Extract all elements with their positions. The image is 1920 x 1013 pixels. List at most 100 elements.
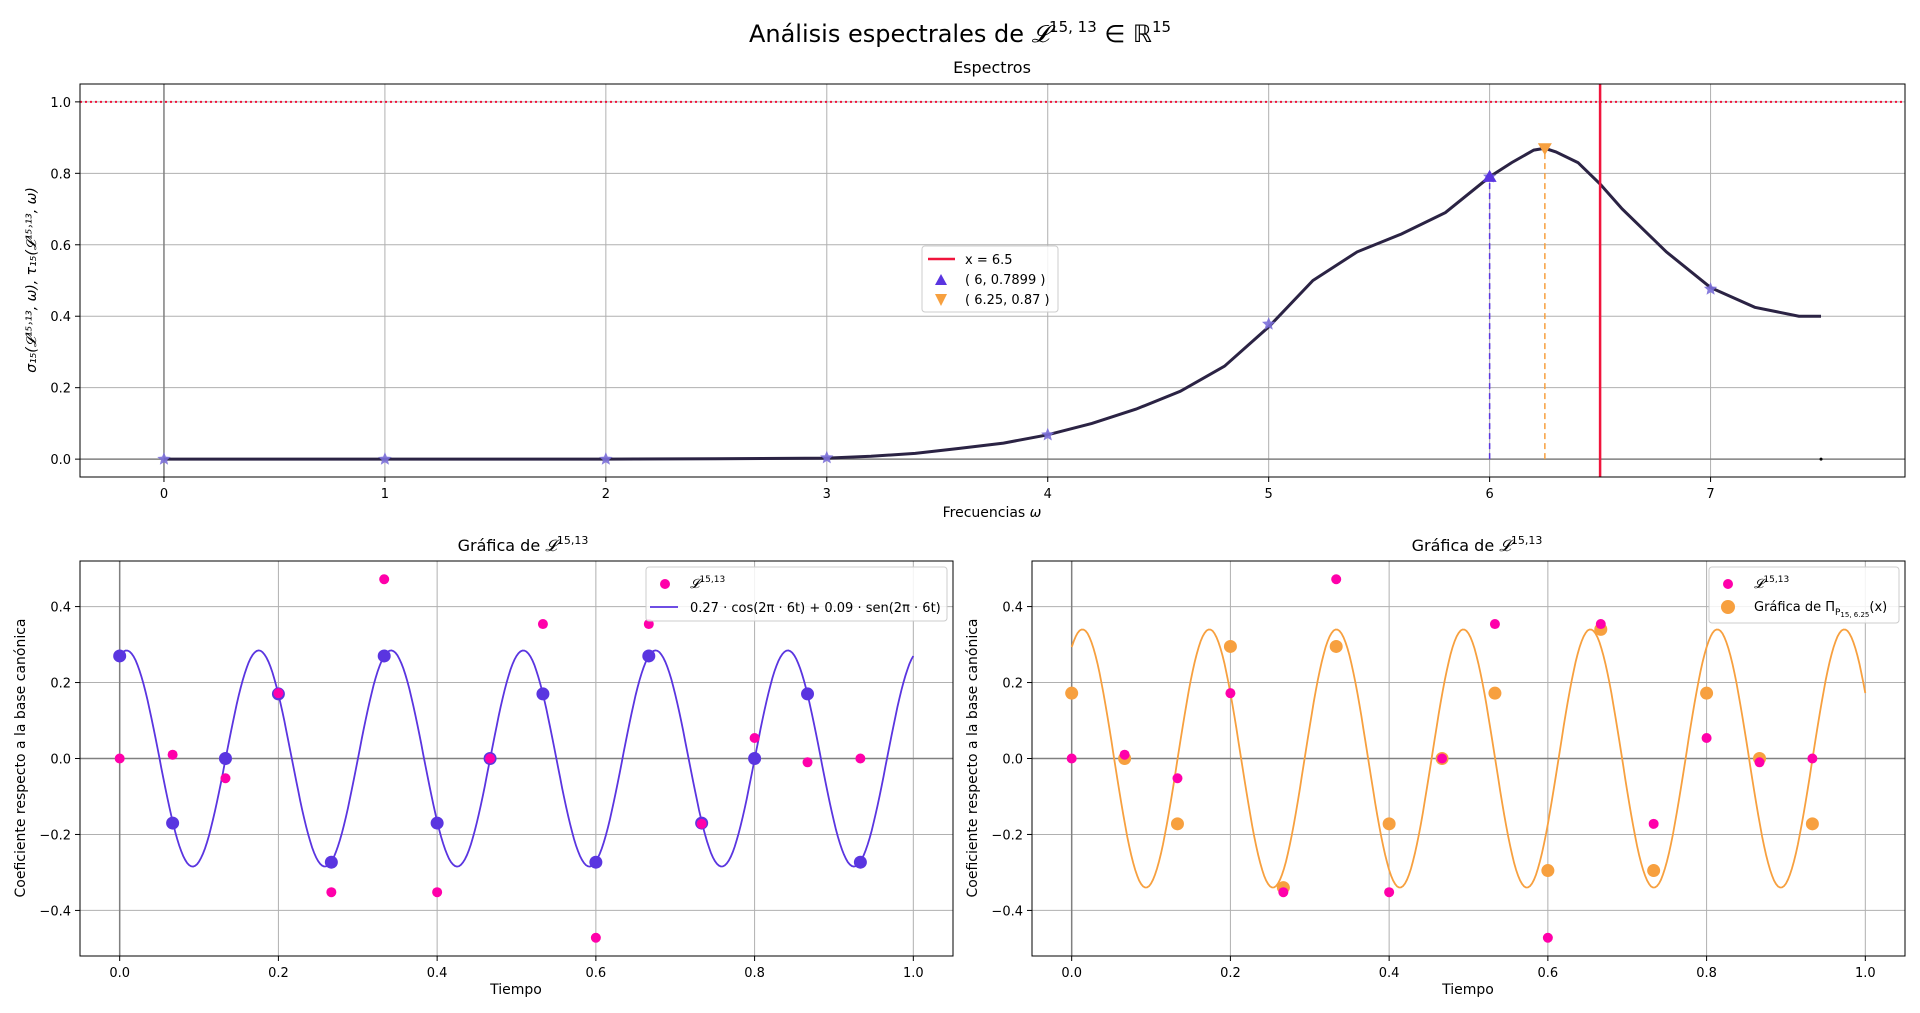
spectrum-title: Espectros	[953, 58, 1031, 77]
spectrum-legend: x = 6.5 ( 6, 0.7899 ) ( 6.25, 0.87 )	[921, 245, 1059, 313]
projection-series	[1065, 574, 1867, 943]
signal-fit-xlabel: Tiempo	[489, 982, 542, 998]
spectrum-sample-star	[1262, 317, 1276, 330]
signal-point	[1701, 732, 1712, 743]
projection-chart: Gráfica de 𝓛15,13 0.0 0.2 0.4 0.6 0.8 1.0 −0.…	[965, 534, 1906, 998]
signal-point	[273, 688, 284, 699]
projection-sample-point	[1805, 817, 1819, 831]
legend-entry-triangle-down: ( 6.25, 0.87 )	[965, 293, 1050, 308]
figure-suptitle: Análisis espectrales de 𝓛15, 13 ∈ ℝ15	[749, 18, 1171, 48]
signal-point	[643, 619, 654, 630]
fit-sample-point	[166, 816, 180, 830]
signal-point	[167, 749, 178, 760]
signal-point	[1278, 887, 1289, 898]
x-tick-label: 7	[1706, 487, 1714, 502]
legend-entry-triangle-up: ( 6, 0.7899 )	[965, 273, 1045, 288]
fit-sample-point	[377, 649, 391, 663]
x-tick-label: 0.6	[586, 966, 607, 981]
y-tick-label: −0.4	[991, 904, 1023, 919]
signal-point	[1172, 773, 1183, 784]
signal-point	[802, 757, 813, 768]
x-tick-label: 0.4	[1379, 966, 1400, 981]
projection-sample-point	[1700, 686, 1714, 700]
projection-y-ticks: −0.4 −0.2 0.0 0.2 0.4	[991, 601, 1032, 919]
spectrum-ylabel: σ₁₅(𝓛¹⁵˒¹³, ω), τ₁₅(𝓛¹⁵˒¹³, ω)	[24, 187, 40, 373]
projection-curve	[1070, 628, 1867, 889]
fit-sample-point	[853, 855, 867, 869]
signal-point	[1384, 887, 1395, 898]
y-tick-label: 0.2	[50, 677, 71, 692]
x-tick-label: 3	[823, 487, 831, 502]
spectrum-axes-frame	[79, 83, 1906, 478]
x-tick-label: 2	[602, 487, 610, 502]
legend-triangle-down-icon	[935, 294, 947, 306]
spectrum-sample-star	[599, 452, 613, 465]
spectrum-xlabel: Frecuencias ω	[943, 505, 1042, 521]
signal-point	[114, 753, 125, 764]
projection-sample-point	[1170, 817, 1184, 831]
signal-point	[1437, 753, 1448, 764]
fit-sample-point	[589, 855, 603, 869]
fit-sample-point	[748, 752, 762, 765]
fit-sample-point	[430, 816, 444, 830]
y-tick-label: 0.2	[1002, 677, 1023, 692]
y-tick-label: 0.4	[50, 601, 71, 616]
signal-point	[537, 619, 548, 630]
y-tick-label: 0.4	[1002, 601, 1023, 616]
signal-fit-legend: 𝓛15,13 0.27 · cos(2π · 6t) + 0.09 · sen(…	[645, 566, 948, 622]
x-tick-label: 0.2	[268, 966, 289, 981]
signal-point	[1807, 753, 1818, 764]
projection-sample-point	[1647, 864, 1661, 878]
legend-entry-vline: x = 6.5	[965, 253, 1013, 268]
spectrum-series	[80, 84, 1905, 477]
spectrum-sample-star	[1703, 282, 1718, 295]
x-tick-label: 0.0	[1061, 966, 1082, 981]
x-tick-label: 0.2	[1220, 966, 1241, 981]
x-tick-label: 1	[381, 487, 389, 502]
signal-point	[1648, 818, 1659, 829]
signal-fit-chart: Gráfica de 𝓛15,13 0.0 0.2 0.4 0.6 0.8 1.0 −0.…	[13, 534, 954, 998]
y-tick-label: 0.0	[50, 753, 71, 768]
projection-sample-point	[1541, 864, 1555, 878]
y-tick-label: 0.6	[50, 239, 71, 254]
signal-fit-axes-frame	[79, 560, 954, 957]
y-tick-label: −0.4	[39, 904, 71, 919]
signal-point	[1754, 757, 1765, 768]
spectrum-sample-star	[1041, 427, 1055, 441]
signal-fit-y-ticks: −0.4 −0.2 0.0 0.2 0.4	[39, 601, 80, 919]
projection-ylabel: Coeficiente respecto a la base canónica	[965, 619, 981, 898]
projection-sample-point	[1223, 639, 1237, 653]
signal-fit-x-ticks: 0.0 0.2 0.4 0.6 0.8 1.0	[109, 956, 924, 981]
y-tick-label: −0.2	[991, 828, 1023, 843]
signal-point	[1489, 619, 1500, 630]
projection-sample-point	[1065, 686, 1079, 700]
legend-projection-dot-icon	[1721, 600, 1735, 614]
triangle-up-marker	[1482, 169, 1497, 182]
signal-point	[432, 887, 443, 898]
triangle-down-marker	[1537, 143, 1552, 156]
y-tick-label: 1.0	[50, 96, 71, 111]
fit-sample-point	[642, 649, 656, 663]
projection-sample-point	[1382, 817, 1396, 831]
projection-sample-point	[1488, 686, 1502, 700]
x-tick-label: 0.8	[1696, 966, 1717, 981]
x-tick-label: 0.4	[427, 966, 448, 981]
signal-point	[1542, 932, 1553, 943]
signal-point	[1066, 753, 1077, 764]
signal-point	[1331, 574, 1342, 585]
projection-axes-frame	[1031, 560, 1906, 957]
legend-triangle-up-icon	[935, 274, 947, 285]
fit-sample-point	[113, 649, 127, 663]
tail-dot	[1819, 457, 1823, 461]
signal-point	[1225, 688, 1236, 699]
signal-point	[696, 818, 707, 829]
fit-sample-point	[324, 855, 338, 869]
x-tick-label: 1.0	[1855, 966, 1876, 981]
projection-legend: 𝓛15,13 Gráfica de ΠP15, 6.25(x)	[1708, 566, 1900, 624]
legend-signal-dot-icon	[1723, 579, 1733, 589]
signal-point	[220, 773, 231, 784]
fit-curve	[118, 649, 915, 868]
x-tick-label: 0.8	[744, 966, 765, 981]
fit-sample-point	[218, 752, 232, 765]
